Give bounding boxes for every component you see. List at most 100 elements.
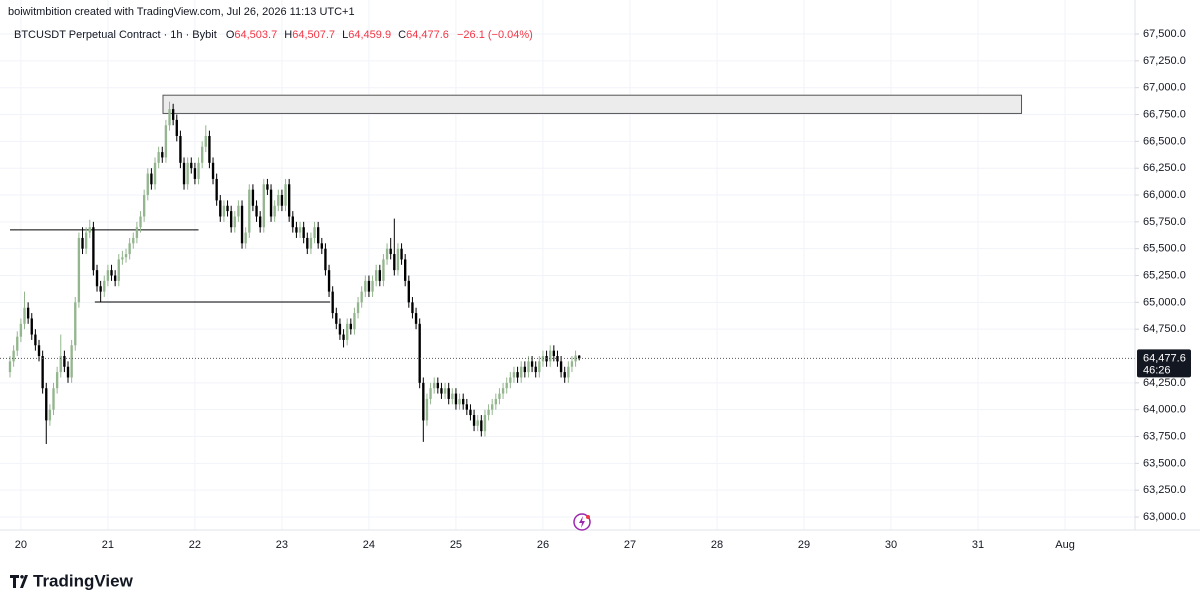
o-value: 64,503.7 xyxy=(234,29,277,41)
candle-body xyxy=(41,356,44,389)
candle-body xyxy=(385,248,389,260)
candle-body xyxy=(258,216,262,228)
candle-body xyxy=(215,178,218,201)
c-value: 64,477.6 xyxy=(406,29,449,41)
x-tick-label: 20 xyxy=(15,539,27,551)
candle-body xyxy=(578,355,581,359)
candle-body xyxy=(375,270,378,281)
x-tick-label: 26 xyxy=(537,539,549,551)
candle-body xyxy=(400,248,403,260)
candle-body xyxy=(389,248,392,255)
candle-body xyxy=(349,323,352,330)
candle-body xyxy=(59,356,62,373)
candle-body xyxy=(95,270,99,287)
header: BTCUSDT Perpetual Contract · 1h · Bybit … xyxy=(14,29,533,41)
candle-body xyxy=(229,211,233,228)
candle-body xyxy=(462,398,465,405)
candle-body xyxy=(88,227,91,233)
y-tick-label: 65,500.0 xyxy=(1143,243,1186,255)
candle-body xyxy=(179,135,182,163)
candle-body xyxy=(66,366,70,378)
x-tick-label: 21 xyxy=(102,539,114,551)
candle-body xyxy=(139,216,142,228)
candle-body xyxy=(106,270,110,281)
candle-body xyxy=(251,189,255,206)
o-label: O xyxy=(226,29,235,41)
y-tick-label: 63,750.0 xyxy=(1143,430,1186,442)
h-value: 64,507.7 xyxy=(292,29,335,41)
candle-body xyxy=(34,334,37,346)
candle-body xyxy=(436,382,439,389)
candle-body xyxy=(124,254,128,258)
candle-body xyxy=(425,398,429,421)
candle-body xyxy=(527,361,530,373)
y-tick-label: 64,750.0 xyxy=(1143,323,1186,335)
event-icon[interactable] xyxy=(573,513,591,531)
candle-body xyxy=(269,189,273,217)
candle-body xyxy=(208,135,211,163)
last-price-label: 64,477.6 xyxy=(1143,352,1186,364)
candle-body xyxy=(150,173,153,185)
candle-body xyxy=(157,152,160,163)
candle-body xyxy=(356,302,360,314)
candle-body xyxy=(364,280,367,292)
candle-body xyxy=(440,388,443,394)
candle-body xyxy=(8,361,12,373)
candle-body xyxy=(523,366,527,373)
candle-body xyxy=(113,275,117,281)
candle-body xyxy=(277,195,280,206)
candle-body xyxy=(530,361,534,367)
candle-body xyxy=(483,415,487,432)
candle-body xyxy=(45,388,48,421)
x-tick-label: 29 xyxy=(798,539,810,551)
candle-body xyxy=(295,227,298,233)
y-tick-label: 67,500.0 xyxy=(1143,28,1186,40)
candle-body xyxy=(320,243,323,249)
candle-body xyxy=(30,318,33,335)
candle-body xyxy=(146,173,149,196)
candle-body xyxy=(164,125,168,158)
y-tick-label: 63,250.0 xyxy=(1143,484,1186,496)
logo-mark xyxy=(10,575,28,588)
candle-body xyxy=(153,162,157,185)
candle-body xyxy=(284,184,287,206)
candle-body xyxy=(273,205,276,217)
candle-body xyxy=(287,184,291,217)
candle-body xyxy=(302,227,305,238)
symbol: BTCUSDT Perpetual Contract · 1h · Bybit xyxy=(14,29,217,41)
candle-body xyxy=(233,216,236,228)
footer-logo[interactable]: TradingView xyxy=(10,571,134,590)
candle-body xyxy=(491,404,494,410)
candle-body xyxy=(367,280,371,292)
candle-body xyxy=(411,302,414,314)
candle-body xyxy=(454,393,458,405)
candle-body xyxy=(480,420,483,432)
candle-body xyxy=(458,398,461,405)
candle-body xyxy=(360,291,363,303)
candle-body xyxy=(186,162,189,185)
candle-body xyxy=(353,313,356,330)
x-tick-label: 27 xyxy=(624,539,636,551)
y-tick-label: 67,250.0 xyxy=(1143,55,1186,67)
candle-body xyxy=(574,355,577,362)
candle-body xyxy=(451,393,454,399)
candle-body xyxy=(378,270,381,281)
candle-body xyxy=(556,356,559,362)
candle-body xyxy=(128,243,131,255)
candle-body xyxy=(345,323,349,340)
candle-body xyxy=(418,323,421,383)
candle-body xyxy=(563,372,566,378)
event-bolt xyxy=(579,516,585,528)
candle-body xyxy=(291,216,294,228)
candle-body xyxy=(559,361,563,373)
candle-body xyxy=(63,356,66,367)
candle-body xyxy=(422,382,425,421)
x-tick-label: 22 xyxy=(189,539,201,551)
candle-body xyxy=(219,200,222,217)
x-tick-label: 25 xyxy=(450,539,462,551)
candle-body xyxy=(121,257,124,260)
candle-body xyxy=(168,109,171,126)
candle-body xyxy=(509,377,512,383)
candle-body xyxy=(237,205,240,217)
